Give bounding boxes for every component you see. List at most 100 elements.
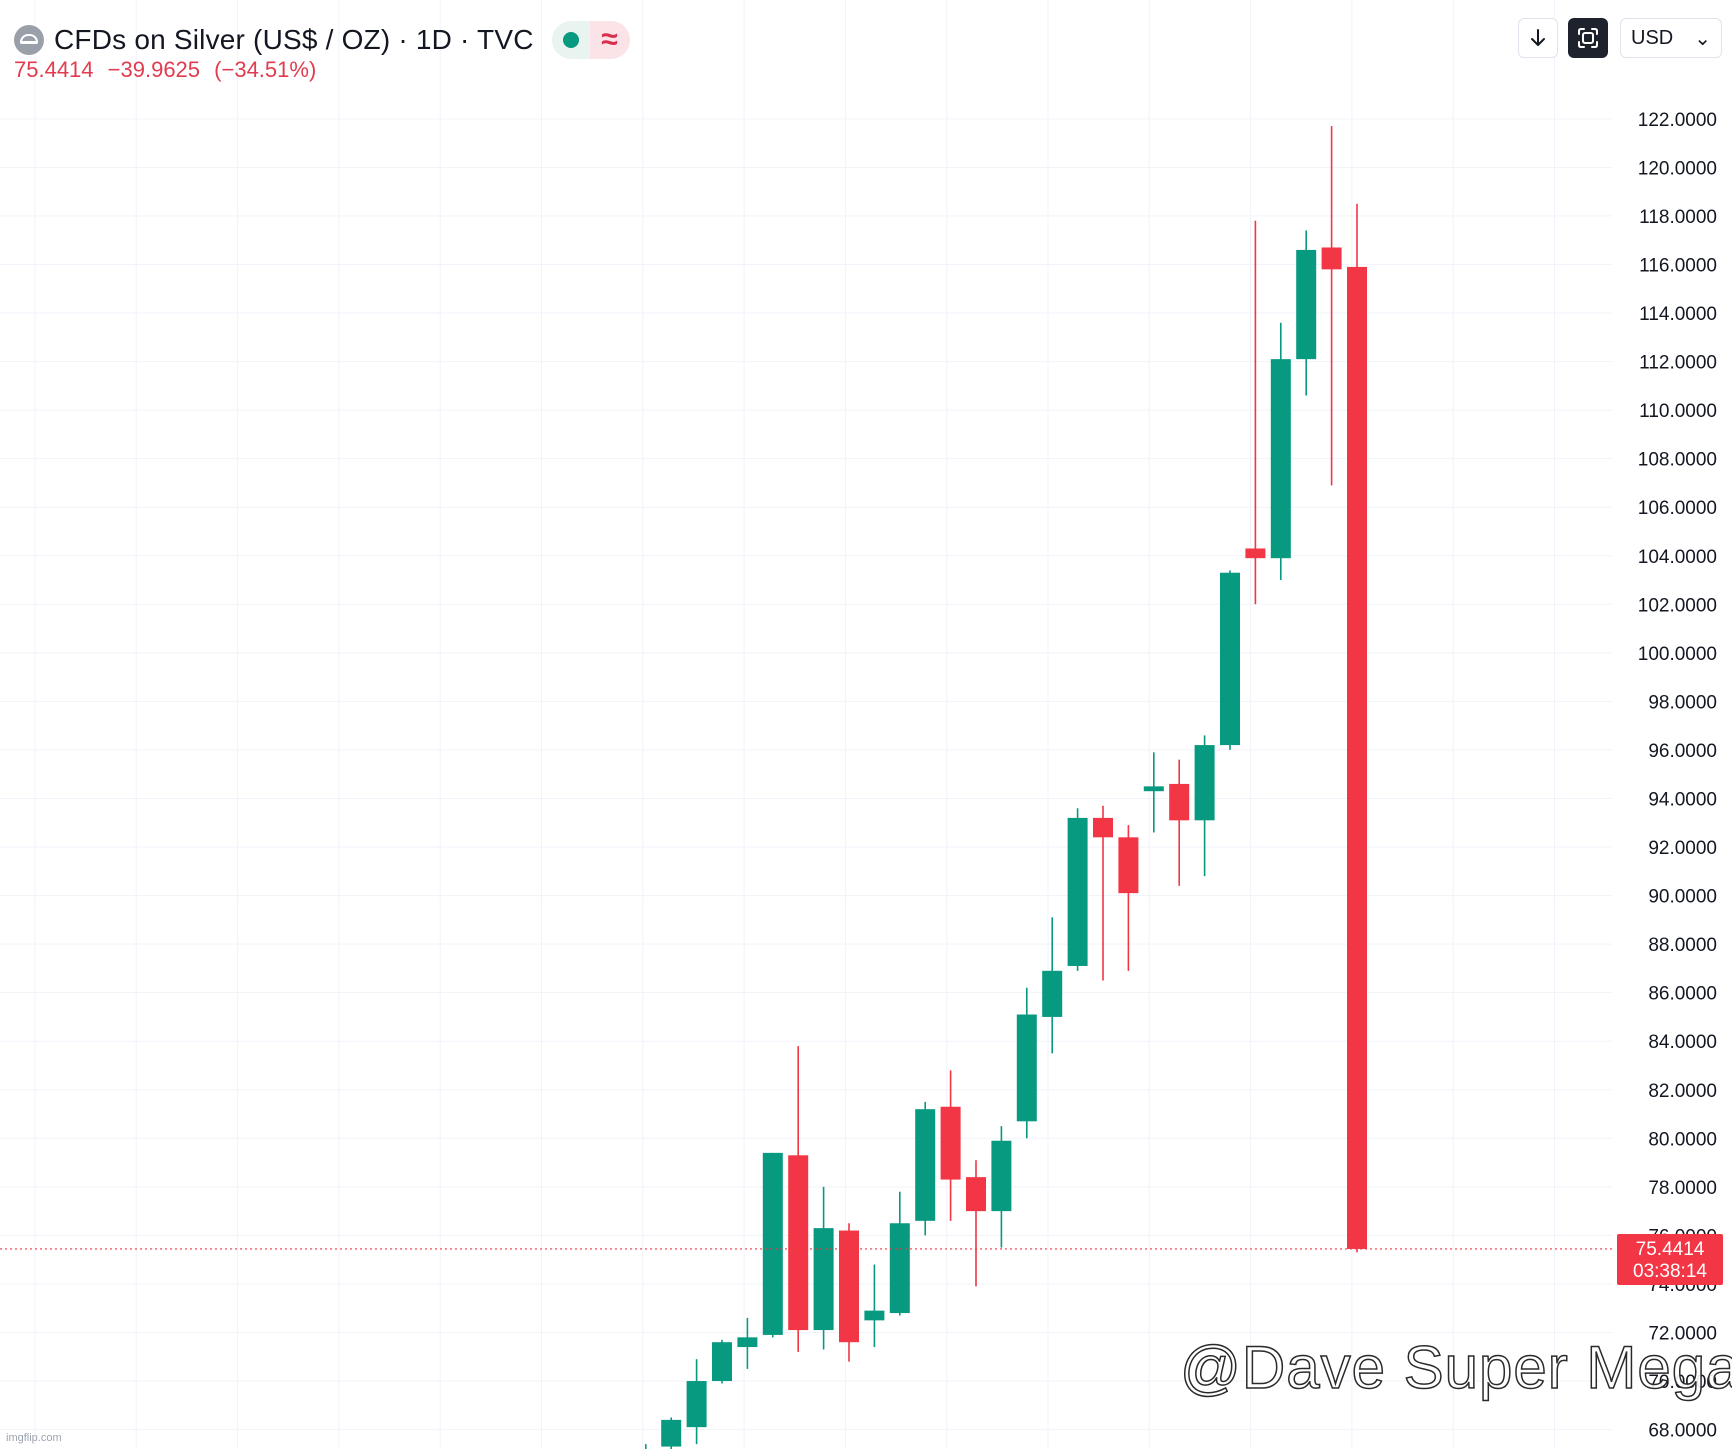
candle-body: [762, 1152, 783, 1335]
price-label-countdown: 03:38:14: [1633, 1261, 1707, 1282]
candle: [762, 1152, 783, 1338]
price-axis-tick-label: 92.0000: [1648, 838, 1717, 859]
price-change-percent: (−34.51%): [214, 57, 317, 82]
candle-body: [1296, 249, 1317, 360]
candle: [1042, 917, 1063, 1054]
price-axis-tick-label: 86.0000: [1648, 984, 1717, 1005]
candle: [1321, 126, 1342, 486]
price-axis-tick-label: 114.0000: [1639, 304, 1717, 325]
candle: [1296, 230, 1317, 396]
price-axis: 122.0000 120.0000 118.0000 116.0000 114.0000…: [1638, 110, 1717, 1442]
candle-body: [1016, 1014, 1037, 1122]
last-price: 75.4414: [14, 57, 94, 82]
price-axis-tick-label: 108.0000: [1638, 450, 1717, 471]
site-credit: imgflip.com: [6, 1432, 62, 1444]
price-axis-tick-label: 100.0000: [1638, 644, 1717, 665]
price-axis-tick-label: 120.0000: [1638, 158, 1717, 179]
candle: [1347, 203, 1367, 1253]
candle: [991, 1126, 1012, 1248]
price-axis-tick-label: 88.0000: [1648, 935, 1717, 956]
candle: [737, 1317, 758, 1369]
chart-legend: CFDs on Silver (US$ / OZ) · 1D · TVC ≈: [14, 18, 630, 62]
currency-value: USD: [1631, 26, 1674, 49]
candle: [1016, 987, 1037, 1139]
candle-body: [1143, 786, 1164, 792]
candle-body: [1042, 970, 1063, 1017]
candle: [915, 1101, 936, 1236]
candle-body: [1118, 837, 1139, 894]
candle: [889, 1191, 910, 1316]
currency-select[interactable]: USD ⌄: [1620, 18, 1722, 58]
price-axis-tick-label: 90.0000: [1648, 887, 1717, 908]
candle: [1067, 808, 1088, 971]
candle-body: [1194, 745, 1215, 821]
candle: [1169, 759, 1190, 886]
price-axis-tick-label: 82.0000: [1648, 1081, 1717, 1102]
candle: [966, 1160, 986, 1287]
candle-body: [889, 1223, 910, 1314]
price-axis-tick-label: 72.0000: [1648, 1323, 1717, 1344]
candle-body: [966, 1177, 986, 1212]
candle-body: [686, 1381, 707, 1428]
candle: [788, 1046, 809, 1352]
candle-body: [1169, 783, 1190, 821]
market-status-pill[interactable]: ≈: [551, 21, 630, 59]
symbol-title[interactable]: CFDs on Silver (US$ / OZ) · 1D · TVC: [54, 24, 534, 55]
price-axis-tick-label: 106.0000: [1638, 498, 1717, 519]
candle-body: [940, 1106, 961, 1180]
price-axis-tick-label: 68.0000: [1648, 1421, 1717, 1442]
candle-body: [661, 1419, 682, 1447]
fit-screen-button[interactable]: [1568, 18, 1608, 58]
price-axis-tick-label: 118.0000: [1639, 207, 1717, 228]
price-axis-tick-label: 78.0000: [1648, 1178, 1717, 1199]
price-label-value: 75.4414: [1636, 1239, 1705, 1260]
download-button[interactable]: [1518, 18, 1558, 58]
candle-body: [712, 1342, 732, 1382]
price-axis-tick-label: 98.0000: [1648, 692, 1717, 713]
watermark-text: @Dave Super Mega: [1179, 1333, 1732, 1402]
price-axis-tick-label: 112.0000: [1639, 353, 1717, 374]
candle-body: [1220, 572, 1240, 746]
candle-body: [813, 1228, 834, 1331]
candle-body: [915, 1109, 936, 1221]
price-summary: 75.4414 −39.9625 (−34.51%): [14, 57, 324, 83]
candle: [1118, 825, 1139, 971]
candle: [813, 1186, 834, 1350]
price-axis-tick-label: 102.0000: [1638, 595, 1717, 616]
candle: [1143, 752, 1164, 833]
candle-body: [737, 1337, 758, 1348]
price-axis-tick-label: 94.0000: [1648, 789, 1717, 810]
price-axis-tick-label: 70.0000: [1648, 1372, 1717, 1393]
candle: [839, 1223, 859, 1362]
price-axis-tick-label: 80.0000: [1648, 1129, 1717, 1150]
candle-body: [1347, 266, 1367, 1249]
data-delay-icon: ≈: [589, 21, 630, 59]
candle-body: [839, 1230, 859, 1343]
price-axis-tick-label: 110.0000: [1639, 401, 1717, 422]
candle-body: [788, 1155, 809, 1331]
candles: [644, 126, 1367, 1449]
candle: [940, 1070, 961, 1221]
candle: [1270, 322, 1291, 581]
candle: [644, 1444, 647, 1449]
price-axis-tick-label: 96.0000: [1648, 741, 1717, 762]
candle-body: [1245, 548, 1266, 559]
candle-body: [991, 1140, 1012, 1212]
candle: [864, 1264, 885, 1348]
price-axis-tick-label: 122.0000: [1638, 110, 1717, 131]
price-axis-tick-label: 84.0000: [1648, 1032, 1717, 1053]
fit-screen-icon: [1578, 28, 1598, 48]
candle: [686, 1359, 707, 1445]
symbol-logo-icon: [14, 25, 44, 55]
download-icon: [1531, 29, 1545, 46]
price-label-box: [1617, 1233, 1723, 1285]
market-open-icon: [552, 21, 590, 59]
candle: [1220, 570, 1240, 750]
price-axis-tick-label: 116.0000: [1639, 255, 1717, 276]
price-change: −39.9625: [107, 57, 201, 82]
candle: [1194, 735, 1215, 877]
candle: [712, 1339, 732, 1384]
candle-body: [1093, 817, 1113, 838]
candle-body: [1321, 247, 1342, 270]
